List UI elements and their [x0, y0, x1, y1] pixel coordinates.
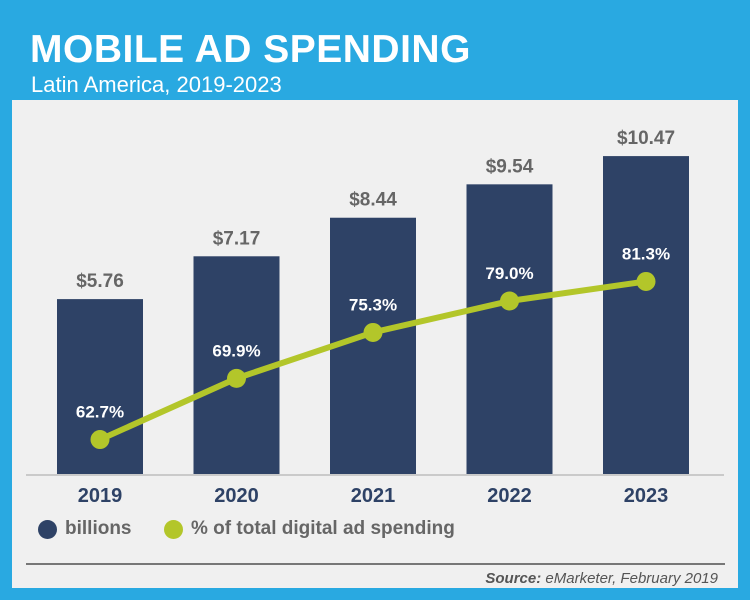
bar-2022 [466, 184, 553, 474]
bar-2020 [193, 256, 280, 474]
source-note: Source: eMarketer, February 2019 [485, 570, 718, 587]
chart-title: MOBILE AD SPENDING [30, 28, 471, 71]
bar-value-label-2020: $7.17 [213, 228, 261, 249]
legend-bar-swatch [38, 519, 57, 539]
legend-line-label: % of total digital ad spending [191, 518, 455, 539]
x-tick-label-2022: 2022 [487, 485, 532, 507]
line-point-2019 [90, 430, 110, 450]
chart-panel: $5.76 $7.17 $8.44 $9.54 $10.47 2019 2020 2021 20… [12, 100, 738, 588]
line-point-2021 [363, 322, 383, 342]
bar-value-label-2019: $5.76 [76, 271, 124, 292]
header: MOBILE AD SPENDING Latin America, 2019-2… [18, 20, 732, 100]
legend-item-bars: billions [38, 516, 132, 542]
line-value-label-2022: 79.0% [485, 264, 533, 283]
line-point-2023 [636, 271, 656, 291]
source-label: Source: [485, 570, 542, 587]
chart-canvas: $5.76 $7.17 $8.44 $9.54 $10.47 2019 2020 2021 20… [26, 128, 724, 507]
bar-value-label-2021: $8.44 [349, 190, 397, 211]
bar-value-label-2022: $9.54 [486, 156, 534, 177]
x-tick-label-2021: 2021 [351, 485, 396, 507]
footer-divider [26, 563, 725, 565]
bar-2023 [603, 156, 689, 475]
line-value-label-2021: 75.3% [349, 295, 397, 314]
line-point-2020 [227, 368, 246, 388]
bar-value-label-2023: $10.47 [617, 128, 675, 149]
line-value-label-2023: 81.3% [622, 244, 670, 263]
line-value-label-2019: 62.7% [76, 403, 124, 422]
line-point-2022 [500, 291, 519, 311]
legend-bar-label: billions [65, 518, 132, 539]
x-tick-label-2019: 2019 [78, 485, 123, 507]
chart-subtitle: Latin America, 2019-2023 [31, 72, 282, 97]
bar-2021 [330, 217, 416, 475]
legend-item-line: % of total digital ad spending [164, 516, 455, 542]
source-text: eMarketer, February 2019 [545, 570, 718, 587]
x-tick-label-2020: 2020 [214, 485, 259, 507]
line-value-label-2020: 69.9% [212, 341, 260, 360]
x-tick-label-2023: 2023 [624, 485, 669, 507]
legend-line-swatch [164, 519, 183, 539]
